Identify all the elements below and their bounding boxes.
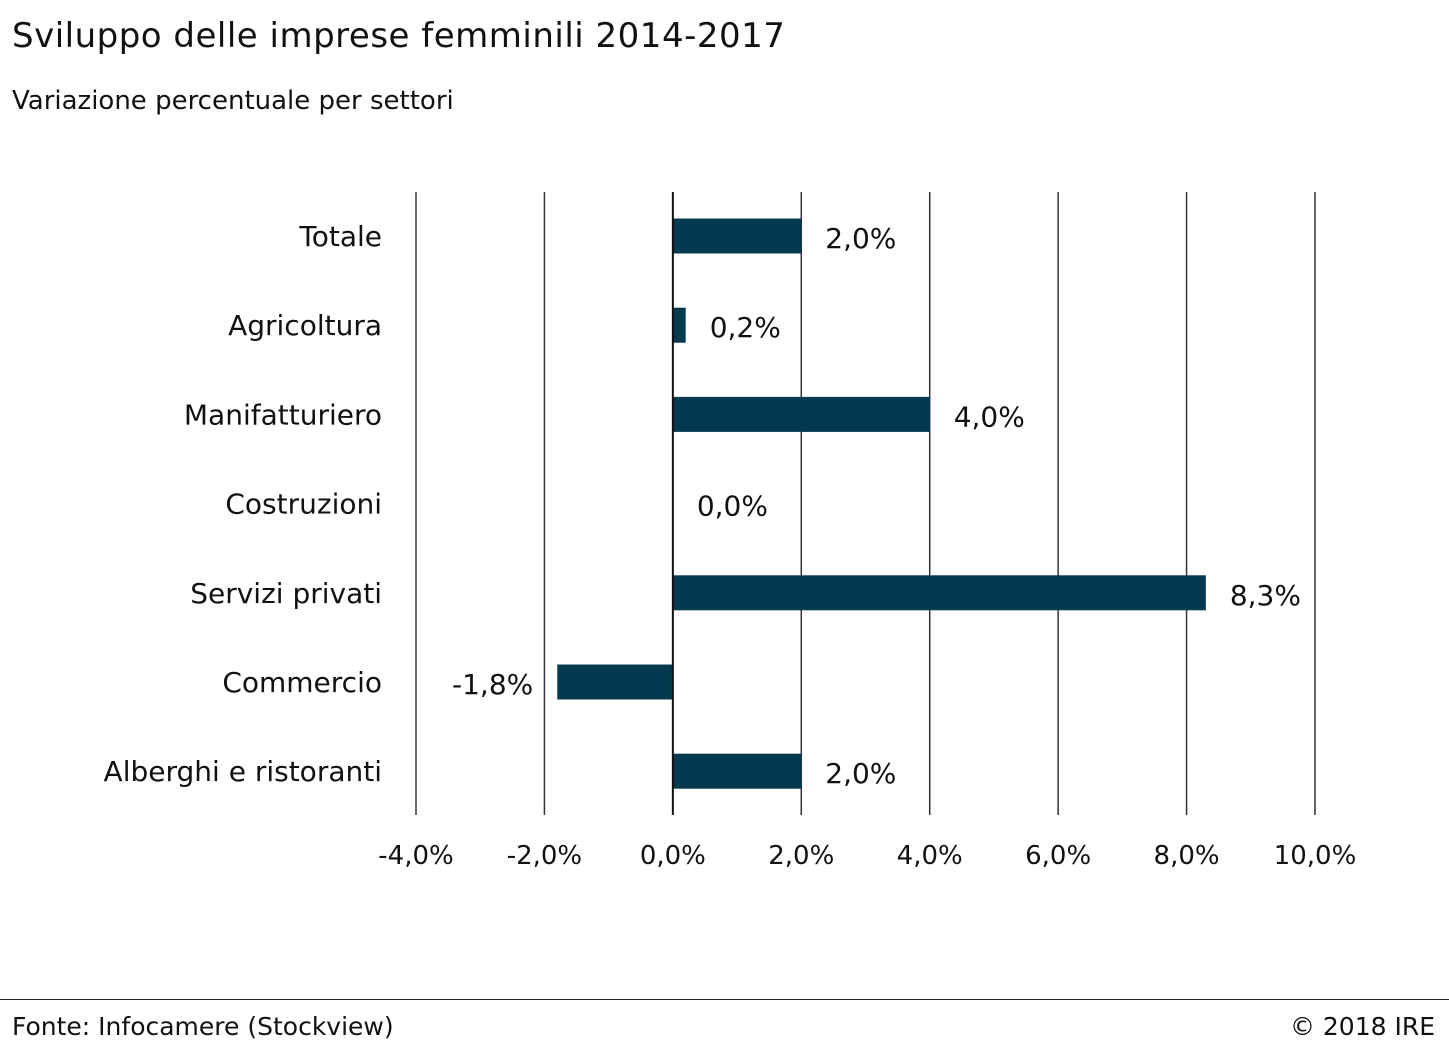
value-label: 8,3% [1230,579,1301,612]
value-label: 0,2% [710,311,781,344]
x-tick-label: -4,0% [378,841,453,871]
value-label: 4,0% [954,400,1025,433]
chart-title: Sviluppo delle imprese femminili 2014-20… [12,16,786,56]
x-tick-label: 0,0% [640,841,706,871]
category-label: Servizi privati [190,577,382,610]
x-tick-label: 2,0% [768,841,834,871]
bar [557,664,673,700]
value-labels: 2,0% 0,2% 4,0% 0,0% 8,3% -1,8% 2,0% [452,222,1301,790]
category-label: Alberghi e ristoranti [104,755,382,788]
x-tick-label: -2,0% [507,841,582,871]
x-tick-labels: -4,0% -2,0% 0,0% 2,0% 4,0% 6,0% 8,0% 10,0% [378,841,1356,871]
value-label: 2,0% [825,757,896,790]
category-label: Commercio [222,666,382,699]
value-label: 2,0% [825,222,896,255]
x-tick-label: 4,0% [897,841,963,871]
bar [672,575,1206,611]
bar [672,753,802,789]
bar [672,396,930,432]
value-label: -1,8% [452,668,533,701]
category-labels: Totale Agricoltura Manifatturiero Costruzio… [104,220,382,788]
value-label: 0,0% [697,490,768,523]
gridlines [415,192,1316,815]
footer-divider [0,999,1449,1000]
copyright-note: © 2018 IRE [1289,1012,1435,1041]
bar [672,307,686,343]
category-label: Manifatturiero [184,398,382,431]
x-tick-label: 8,0% [1154,841,1220,871]
category-label: Totale [298,220,382,253]
chart-subtitle: Variazione percentuale per settori [12,86,454,116]
x-tick-label: 10,0% [1274,841,1357,871]
source-note: Fonte: Infocamere (Stockview) [12,1012,394,1041]
x-tick-label: 6,0% [1025,841,1091,871]
category-label: Agricoltura [228,309,382,342]
bars [557,218,1206,789]
category-label: Costruzioni [225,488,382,521]
bar [672,218,802,254]
